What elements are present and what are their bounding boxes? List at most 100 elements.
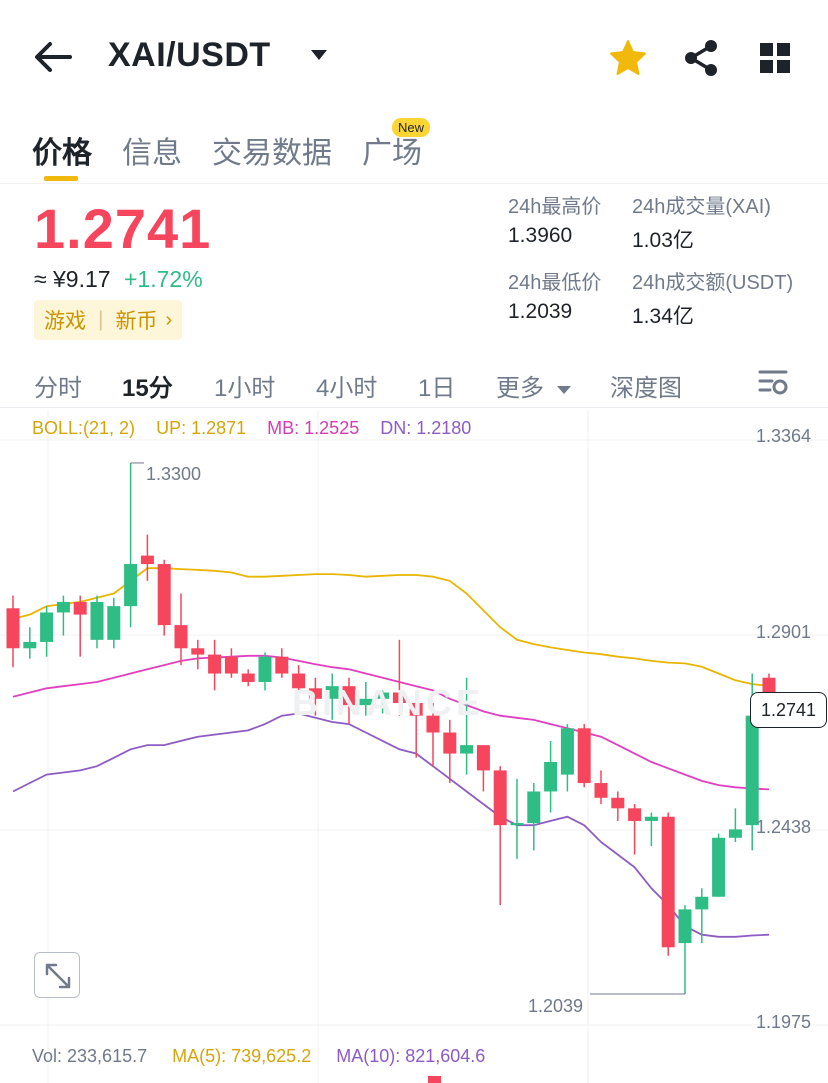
active-tab-indicator xyxy=(44,176,78,181)
candle-body-up xyxy=(712,837,726,897)
tag-separator: | xyxy=(98,308,104,331)
candle-body-up xyxy=(325,686,339,699)
price-change: +1.72% xyxy=(124,266,203,292)
boll-up: UP: 1.2871 xyxy=(156,418,247,438)
tab-info[interactable]: 信息 xyxy=(122,137,182,170)
candle-body-up xyxy=(544,761,558,792)
stat-low-value: 1.2039 xyxy=(508,300,573,323)
grid-menu-icon[interactable] xyxy=(756,40,794,76)
volume-bar xyxy=(428,1076,441,1083)
candle-body-up xyxy=(510,823,524,826)
back-arrow-icon[interactable] xyxy=(30,36,76,78)
boll-params: BOLL:(21, 2) xyxy=(32,418,136,438)
tab-bar: 价格 信息 交易数据 广场 New xyxy=(0,112,828,184)
candle-body-up xyxy=(40,612,54,642)
boll-indicator: BOLL:(21, 2) UP: 1.2871 MB: 1.2525 DN: 1… xyxy=(32,418,487,439)
fiat-price: ≈ ¥9.17 xyxy=(34,266,111,292)
chart-canvas[interactable] xyxy=(0,410,828,1083)
interval-1h[interactable]: 1小时 xyxy=(214,375,276,402)
candle-body-down xyxy=(275,656,289,674)
candle-body-down xyxy=(191,648,205,655)
boll-mb: MB: 1.2525 xyxy=(267,418,360,438)
interval-more-label: 更多 xyxy=(496,375,544,402)
dropdown-caret-icon[interactable] xyxy=(308,46,330,64)
candle-body-down xyxy=(661,816,675,948)
interval-1d[interactable]: 1日 xyxy=(418,375,456,402)
candle-body-down xyxy=(342,686,356,706)
current-price-tag: 1.2741 xyxy=(750,692,827,728)
low-marker-label: 1.2039 xyxy=(528,996,584,1016)
candle-body-down xyxy=(73,601,87,615)
candle-body-up xyxy=(560,728,574,775)
candle-body-up xyxy=(745,715,759,826)
vol-ma5: MA(5): 739,625.2 xyxy=(172,1046,312,1066)
vol-ma10: MA(10): 821,604.6 xyxy=(336,1046,486,1066)
boll-upper-line xyxy=(12,567,770,687)
candle-body-up xyxy=(23,641,37,649)
interval-more[interactable]: 更多 xyxy=(496,368,573,403)
candle-body-up xyxy=(678,909,692,944)
pair-title[interactable]: XAI/USDT xyxy=(108,36,271,74)
tag-gaming[interactable]: 游戏 xyxy=(44,310,86,333)
candle-body-down xyxy=(493,770,507,826)
y-tick: 1.2901 xyxy=(756,622,812,642)
interval-depth[interactable]: 深度图 xyxy=(610,375,682,402)
candle-body-up xyxy=(258,656,272,682)
y-tick: 1.2438 xyxy=(756,817,812,837)
caret-down-icon xyxy=(556,385,571,394)
candlestick-chart[interactable] xyxy=(0,410,828,1083)
candle-body-down xyxy=(224,656,238,674)
stat-volume-label: 24h成交量(XAI) xyxy=(632,196,771,218)
interval-bar: 分时 15分 1小时 4小时 1日 更多 深度图 xyxy=(0,356,828,408)
interval-4h[interactable]: 4小时 xyxy=(316,375,378,402)
stat-low-label: 24h最低价 xyxy=(508,272,602,294)
last-price: 1.2741 xyxy=(34,197,212,260)
candle-body-down xyxy=(157,564,171,626)
stat-turnover-value: 1.34亿 xyxy=(632,305,694,328)
candle-body-up xyxy=(56,601,70,613)
stat-volume-value: 1.03亿 xyxy=(632,229,694,252)
boll-middle-line xyxy=(12,654,770,791)
star-icon[interactable] xyxy=(608,38,648,78)
candle-body-down xyxy=(611,797,625,809)
chart-settings-icon[interactable] xyxy=(756,368,790,396)
candle-body-down xyxy=(577,728,591,784)
stat-high-label: 24h最高价 xyxy=(508,196,602,218)
candle-body-down xyxy=(174,625,188,649)
header: XAI/USDT xyxy=(0,0,828,112)
candle-body-down xyxy=(426,715,440,733)
candle-body-down xyxy=(308,688,322,699)
candle-body-up xyxy=(376,692,390,699)
candle-body-up xyxy=(644,816,658,821)
interval-timeline[interactable]: 分时 xyxy=(34,375,82,402)
candle-body-down xyxy=(594,783,608,798)
stat-turnover-label: 24h成交额(USDT) xyxy=(632,272,794,294)
candle-body-up xyxy=(359,698,373,706)
fullscreen-button[interactable] xyxy=(34,952,80,998)
candle-body-down xyxy=(443,732,457,754)
candle-body-down xyxy=(292,673,306,689)
tab-trading-data[interactable]: 交易数据 xyxy=(212,137,332,170)
candle-body-down xyxy=(476,745,490,771)
tab-square[interactable]: 广场 xyxy=(362,137,422,170)
y-tick: 1.1975 xyxy=(756,1012,812,1032)
y-tick: 1.3364 xyxy=(756,426,812,446)
candle-body-up xyxy=(695,896,709,910)
candle-body-up xyxy=(90,601,104,640)
candle-body-down xyxy=(208,654,222,674)
candle-body-down xyxy=(762,677,776,697)
tab-price[interactable]: 价格 xyxy=(32,137,92,170)
candle-body-down xyxy=(6,608,20,649)
stat-high-value: 1.3960 xyxy=(508,224,573,247)
boll-dn: DN: 1.2180 xyxy=(380,418,472,438)
tag-new-coin[interactable]: 新币 xyxy=(115,310,158,333)
chevron-right-icon: › xyxy=(165,308,173,331)
candle-body-down xyxy=(140,555,154,565)
candle-body-up xyxy=(124,564,138,607)
vol-value: Vol: 233,615.7 xyxy=(32,1046,148,1066)
tag-list[interactable]: 游戏 | 新币 › xyxy=(34,300,183,340)
candle-body-down xyxy=(628,808,642,821)
new-badge: New xyxy=(392,118,431,137)
interval-15m[interactable]: 15分 xyxy=(122,375,173,402)
share-icon[interactable] xyxy=(682,38,720,78)
